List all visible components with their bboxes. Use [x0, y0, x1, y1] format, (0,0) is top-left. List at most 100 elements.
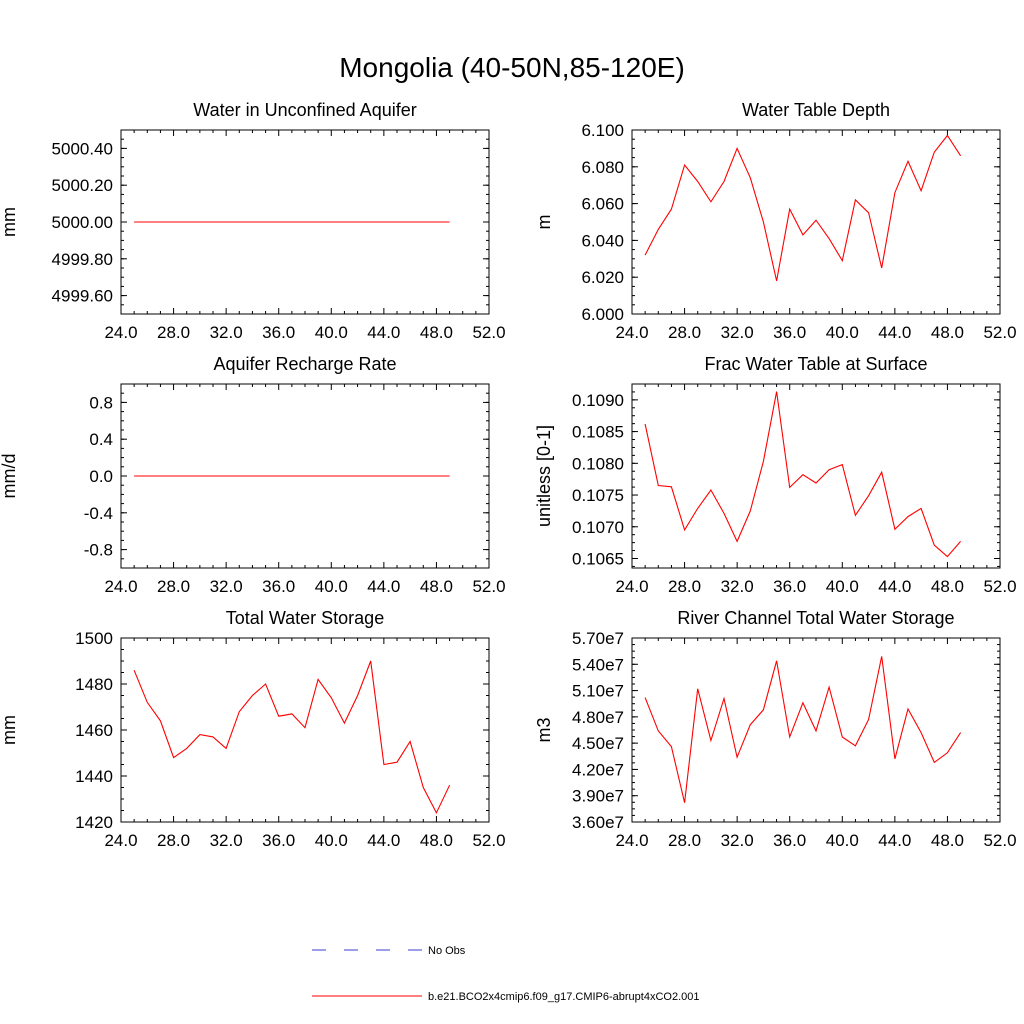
y-tick-label: 1420	[75, 813, 113, 832]
panel-title: River Channel Total Water Storage	[677, 608, 954, 628]
x-tick-label: 24.0	[615, 831, 648, 850]
x-tick-label: 28.0	[157, 831, 190, 850]
y-tick-label: 5000.40	[52, 139, 113, 158]
y-tick-label: 0.8	[89, 393, 113, 412]
x-tick-label: 32.0	[210, 577, 243, 596]
x-tick-label: 28.0	[157, 577, 190, 596]
x-tick-label: 52.0	[472, 577, 505, 596]
y-tick-label: 6.100	[581, 121, 624, 140]
series-line	[644, 134, 962, 282]
y-tick-label: 0.1070	[572, 518, 624, 537]
x-tick-label: 40.0	[826, 323, 859, 342]
x-tick-label: 40.0	[315, 323, 348, 342]
y-axis-label: mm/d	[0, 454, 19, 499]
x-tick-label: 52.0	[983, 577, 1016, 596]
x-tick-label: 32.0	[721, 831, 754, 850]
legend-label: No Obs	[428, 945, 466, 957]
x-tick-label: 44.0	[367, 577, 400, 596]
x-tick-label: 24.0	[104, 831, 137, 850]
y-tick-label: 5000.00	[52, 213, 113, 232]
panel-5: Total Water Storage 24.0 28.0 32.0 36.0 40.0 4…	[0, 608, 506, 850]
y-tick-label: 0.1080	[572, 454, 624, 473]
y-tick-label: 0.4	[89, 430, 113, 449]
x-tick-label: 36.0	[262, 323, 295, 342]
series-line	[644, 391, 962, 558]
x-tick-label: 24.0	[615, 577, 648, 596]
x-tick-label: 44.0	[367, 831, 400, 850]
x-tick-label: 24.0	[104, 577, 137, 596]
panel-3: Aquifer Recharge Rate 24.0 28.0 32.0 36.0 40.…	[0, 354, 506, 596]
y-tick-label: 1480	[75, 675, 113, 694]
y-tick-label: 1440	[75, 767, 113, 786]
x-tick-label: 48.0	[420, 323, 453, 342]
x-tick-label: 40.0	[315, 831, 348, 850]
x-tick-label: 36.0	[262, 831, 295, 850]
series-line	[644, 656, 962, 803]
x-tick-label: 36.0	[773, 323, 806, 342]
x-tick-label: 52.0	[472, 323, 505, 342]
x-tick-label: 28.0	[668, 323, 701, 342]
panel-title: Frac Water Table at Surface	[704, 354, 927, 374]
y-axis-label: m3	[534, 717, 554, 742]
x-tick-label: 48.0	[420, 577, 453, 596]
y-axis-label: m	[534, 215, 554, 230]
x-tick-label: 36.0	[773, 577, 806, 596]
panel-4: Frac Water Table at Surface 24.0 28.0 32.0 3…	[534, 354, 1017, 596]
panel-2: Water Table Depth 24.0 28.0 32.0 36.0 40.0 44.…	[534, 100, 1017, 342]
x-tick-label: 52.0	[472, 831, 505, 850]
plot-frame	[631, 383, 1001, 569]
x-tick-label: 24.0	[104, 323, 137, 342]
y-tick-label: 4.20e7	[572, 760, 624, 779]
x-tick-label: 32.0	[721, 323, 754, 342]
x-tick-label: 28.0	[668, 577, 701, 596]
y-tick-label: 4.80e7	[572, 708, 624, 727]
x-tick-label: 40.0	[826, 831, 859, 850]
y-tick-label: 3.60e7	[572, 813, 624, 832]
y-axis-label: unitless [0-1]	[534, 425, 554, 527]
y-tick-label: 0.1075	[572, 486, 624, 505]
x-tick-label: 48.0	[931, 831, 964, 850]
y-tick-label: 6.080	[581, 158, 624, 177]
y-tick-label: 6.000	[581, 305, 624, 324]
x-tick-label: 48.0	[931, 323, 964, 342]
y-tick-label: 3.90e7	[572, 787, 624, 806]
plot-frame	[631, 129, 1001, 315]
x-tick-label: 44.0	[878, 323, 911, 342]
x-tick-label: 40.0	[315, 577, 348, 596]
x-tick-label: 48.0	[931, 577, 964, 596]
x-tick-label: 52.0	[983, 831, 1016, 850]
legend-label: b.e21.BCO2x4cmip6.f09_g17.CMIP6-abrupt4x…	[428, 991, 700, 1003]
y-tick-label: 6.060	[581, 195, 624, 214]
x-tick-label: 24.0	[615, 323, 648, 342]
x-tick-label: 48.0	[420, 831, 453, 850]
x-tick-label: 36.0	[262, 577, 295, 596]
y-tick-label: 5.40e7	[572, 655, 624, 674]
y-tick-label: 4999.80	[52, 250, 113, 269]
panel-1: Water in Unconfined Aquifer 24.0 28.0 32.0 3…	[0, 100, 506, 342]
y-tick-label: 0.1065	[572, 549, 624, 568]
y-tick-label: 4.50e7	[572, 734, 624, 753]
figure-title: Mongolia (40-50N,85-120E)	[339, 52, 685, 83]
y-tick-label: 1500	[75, 629, 113, 648]
legend: No Obs b.e21.BCO2x4cmip6.f09_g17.CMIP6-ab…	[312, 945, 700, 1003]
x-tick-label: 28.0	[157, 323, 190, 342]
y-tick-label: 6.020	[581, 268, 624, 287]
panel-title: Water Table Depth	[742, 100, 890, 120]
panel-title: Water in Unconfined Aquifer	[193, 100, 416, 120]
plot-frame	[120, 637, 490, 823]
x-tick-label: 44.0	[367, 323, 400, 342]
x-tick-label: 44.0	[878, 577, 911, 596]
panel-6: River Channel Total Water Storage 24.0 28.…	[534, 608, 1017, 850]
y-tick-label: 6.040	[581, 231, 624, 250]
x-tick-label: 52.0	[983, 323, 1016, 342]
x-tick-label: 32.0	[210, 831, 243, 850]
y-tick-label: -0.4	[84, 504, 113, 523]
y-axis-label: mm	[0, 715, 19, 745]
y-tick-label: 4999.60	[52, 287, 113, 306]
series-line	[133, 660, 451, 815]
y-tick-label: 0.1090	[572, 391, 624, 410]
y-axis-label: mm	[0, 207, 19, 237]
panel-title: Aquifer Recharge Rate	[213, 354, 396, 374]
x-tick-label: 28.0	[668, 831, 701, 850]
